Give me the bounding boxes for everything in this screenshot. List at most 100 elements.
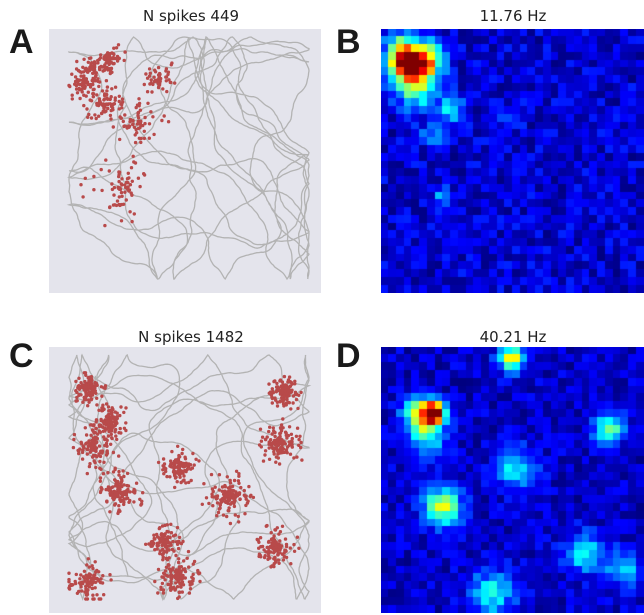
- spike-marker: [258, 536, 263, 540]
- spike-marker: [166, 539, 170, 543]
- spike-marker: [112, 46, 116, 50]
- spike-marker: [260, 435, 265, 439]
- spike-marker: [273, 396, 277, 400]
- spike-marker: [284, 431, 288, 435]
- spike-marker: [113, 410, 118, 414]
- spike-marker: [267, 457, 272, 461]
- spike-marker: [282, 450, 286, 455]
- spike-marker: [210, 492, 214, 496]
- spike-marker: [176, 560, 181, 565]
- spike-marker: [85, 471, 89, 476]
- spike-marker: [105, 59, 109, 64]
- spike-marker: [171, 534, 176, 538]
- spike-marker: [182, 559, 186, 563]
- spike-marker: [108, 97, 112, 101]
- spike-marker: [152, 533, 156, 537]
- spike-marker: [275, 437, 280, 442]
- spike-marker: [113, 98, 117, 103]
- spike-marker: [200, 502, 204, 506]
- spike-marker: [149, 78, 153, 82]
- spike-marker: [225, 475, 229, 479]
- spike-marker: [170, 449, 174, 454]
- spike-marker: [226, 508, 230, 513]
- spike-marker: [78, 78, 82, 82]
- spike-marker: [217, 488, 221, 492]
- spike-marker: [284, 403, 288, 407]
- spike-marker: [187, 565, 191, 569]
- spike-marker: [108, 491, 112, 496]
- spike-marker: [89, 116, 94, 120]
- spike-marker: [297, 437, 301, 442]
- spike-marker: [126, 181, 130, 185]
- spike-marker: [105, 85, 110, 89]
- spike-marker: [97, 84, 101, 89]
- spike-marker: [86, 557, 90, 561]
- spike-marker: [117, 99, 121, 104]
- spike-marker: [106, 405, 111, 409]
- spike-marker: [98, 99, 102, 103]
- spike-marker: [134, 105, 138, 110]
- spike-marker: [84, 442, 88, 446]
- spike-marker: [111, 203, 116, 207]
- spike-marker: [228, 478, 232, 483]
- spike-marker: [127, 176, 131, 180]
- spike-marker: [259, 555, 263, 559]
- spike-marker: [183, 569, 188, 574]
- spike-marker: [178, 569, 182, 573]
- spike-marker: [231, 492, 235, 497]
- spike-marker: [247, 484, 251, 489]
- spike-marker: [297, 546, 301, 550]
- spike-marker: [109, 442, 113, 446]
- spike-marker: [85, 563, 89, 567]
- spike-marker: [168, 535, 172, 540]
- spike-marker: [161, 555, 165, 559]
- spike-marker: [122, 502, 126, 507]
- spike-marker: [221, 513, 226, 517]
- spike-marker: [117, 485, 121, 489]
- spike-marker: [105, 450, 109, 454]
- spike-marker: [131, 118, 135, 123]
- spike-marker: [120, 484, 124, 489]
- spike-marker: [113, 478, 117, 482]
- spike-marker: [162, 114, 166, 118]
- spike-marker: [101, 406, 105, 410]
- spike-marker: [166, 530, 170, 534]
- spike-marker: [84, 433, 89, 437]
- spike-marker: [99, 417, 103, 422]
- spike-marker: [106, 106, 110, 111]
- spike-marker: [266, 545, 270, 550]
- spike-marker: [179, 572, 183, 576]
- spike-marker: [76, 68, 81, 73]
- spike-marker: [173, 81, 177, 85]
- spike-marker: [237, 520, 241, 524]
- spike-marker: [141, 491, 145, 495]
- spike-marker: [152, 132, 156, 137]
- spike-marker: [267, 429, 271, 434]
- spike-marker: [237, 474, 241, 478]
- spike-marker: [79, 583, 83, 587]
- spike-marker: [291, 401, 295, 405]
- spike-marker: [75, 390, 79, 395]
- spike-marker: [157, 526, 161, 531]
- spike-marker: [180, 590, 184, 594]
- spike-marker: [284, 450, 288, 454]
- spike-marker: [83, 590, 87, 594]
- spike-marker: [161, 575, 166, 579]
- spike-marker: [124, 493, 129, 497]
- spike-marker: [73, 79, 78, 84]
- spike-marker: [122, 426, 127, 430]
- spike-marker: [93, 573, 97, 577]
- spike-marker: [122, 58, 126, 63]
- spike-marker: [142, 82, 146, 87]
- spike-marker: [111, 108, 115, 112]
- spike-marker: [262, 548, 266, 552]
- spike-marker: [229, 488, 233, 492]
- spike-marker: [168, 475, 172, 479]
- spike-marker: [227, 506, 231, 510]
- spike-marker: [83, 579, 87, 583]
- spike-marker: [164, 67, 169, 71]
- spike-marker: [92, 597, 96, 601]
- spike-marker: [123, 50, 127, 54]
- spike-marker: [97, 408, 101, 412]
- spike-marker: [228, 521, 233, 526]
